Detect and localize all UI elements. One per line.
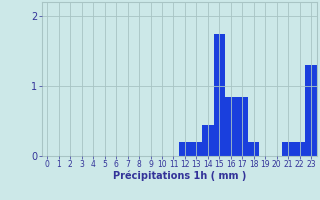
Bar bbox=[294, 142, 305, 156]
Bar bbox=[179, 142, 191, 156]
Bar bbox=[191, 142, 202, 156]
Bar bbox=[214, 33, 225, 156]
Bar bbox=[305, 65, 317, 156]
Bar bbox=[282, 142, 294, 156]
X-axis label: Précipitations 1h ( mm ): Précipitations 1h ( mm ) bbox=[113, 171, 246, 181]
Bar bbox=[202, 124, 214, 156]
Bar bbox=[236, 97, 248, 156]
Bar bbox=[248, 142, 260, 156]
Bar bbox=[225, 97, 236, 156]
